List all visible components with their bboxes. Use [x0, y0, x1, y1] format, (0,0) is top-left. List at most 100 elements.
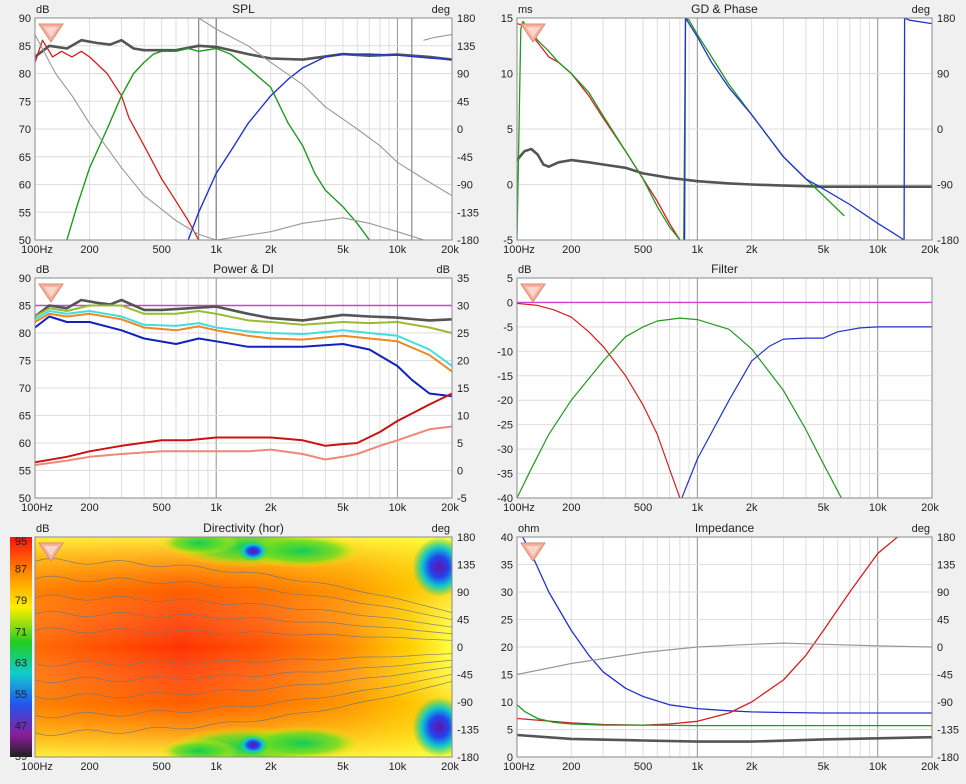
series-line-3	[683, 18, 845, 240]
y-tick-label: 5	[507, 124, 513, 136]
x-tick-label: 20k	[441, 502, 459, 514]
y-tick-label: 60	[19, 180, 31, 192]
brand-logo-icon-inner	[44, 546, 58, 556]
series-line-2	[517, 20, 681, 240]
x-tick-label: 2k	[265, 244, 277, 256]
y2-axis-unit: deg	[912, 4, 930, 16]
series-line-2	[66, 47, 371, 240]
y2-tick-label: -135	[457, 725, 479, 737]
y2-tick-label: 135	[937, 560, 955, 572]
y2-tick-label: 135	[457, 560, 475, 572]
y2-tick-label: -180	[457, 235, 479, 247]
x-tick-label: 500	[152, 502, 170, 514]
plot-area	[517, 278, 932, 498]
y2-tick-label: -45	[457, 152, 473, 164]
y-tick-label: -25	[497, 420, 513, 432]
series-line-3	[187, 53, 452, 240]
x-tick-label: 1k	[692, 761, 704, 773]
y-tick-label: 10	[501, 69, 513, 81]
y-axis-unit: dB	[518, 264, 531, 276]
heatmap-null	[412, 697, 452, 757]
y2-tick-label: 90	[457, 69, 469, 81]
x-tick-label: 200	[562, 502, 580, 514]
series-line-5	[198, 18, 452, 197]
series-line-0	[517, 147, 932, 188]
series-line-6	[423, 34, 452, 41]
y2-axis-unit: deg	[912, 523, 930, 535]
series-line-1	[35, 298, 452, 322]
chart-title: SPL	[232, 2, 255, 16]
heatmap-area	[35, 537, 452, 757]
x-tick-label: 100Hz	[21, 761, 53, 773]
x-tick-label: 2k	[746, 244, 758, 256]
x-tick-label: 500	[152, 244, 170, 256]
y2-tick-label: -135	[457, 207, 479, 219]
x-tick-label: 20k	[441, 761, 459, 773]
heatmap-lobe	[158, 739, 239, 757]
x-tick-label: 100Hz	[503, 502, 535, 514]
series-line-7	[35, 425, 452, 466]
y2-tick-label: 10	[457, 411, 469, 423]
x-tick-label: 5k	[337, 244, 349, 256]
y2-tick-label: -90	[457, 180, 473, 192]
colorbar-tick-label: 87	[15, 563, 27, 575]
y2-tick-label: 30	[457, 301, 469, 313]
y2-tick-label: 15	[457, 383, 469, 395]
heatmap-contour	[35, 666, 452, 700]
y2-axis-unit: dB	[437, 264, 450, 276]
y2-tick-label: 0	[457, 124, 463, 136]
chart-title: Filter	[711, 262, 738, 276]
y-tick-label: 35	[501, 560, 513, 572]
colorbar-scale	[10, 537, 32, 757]
y2-tick-label: -90	[937, 180, 953, 192]
y2-tick-label: -5	[457, 493, 467, 505]
x-tick-label: 1k	[210, 502, 222, 514]
y-axis-unit: dB	[36, 523, 49, 535]
heatmap-vertical-falloff	[35, 537, 452, 757]
x-tick-label: 200	[80, 502, 98, 514]
y-tick-label: 85	[19, 301, 31, 313]
heatmap-contour	[35, 653, 452, 667]
heatmap-null	[238, 735, 269, 755]
heatmap-contour	[35, 594, 452, 628]
y2-tick-label: 35	[457, 273, 469, 285]
y-tick-label: 15	[501, 670, 513, 682]
y2-tick-label: 180	[937, 13, 955, 25]
x-tick-label: 5k	[818, 761, 830, 773]
y-axis-unit: dB	[36, 4, 49, 16]
x-tick-label: 200	[562, 244, 580, 256]
y2-tick-label: -135	[937, 725, 959, 737]
y-tick-label: -5	[503, 235, 513, 247]
y2-tick-label: -45	[937, 670, 953, 682]
y-tick-label: -5	[503, 322, 513, 334]
y-tick-label: -35	[497, 469, 513, 481]
chart-2: Power & DI dB dB 50 55 60 65 70 75 80 85 90 -5 0 5 10 15…	[19, 262, 470, 514]
series-group	[517, 301, 932, 498]
plot-frame	[34, 277, 453, 499]
brand-logo-icon-inner	[44, 287, 58, 297]
y2-tick-label: 180	[457, 532, 475, 544]
y-tick-label: 65	[19, 411, 31, 423]
y2-tick-label: 45	[457, 96, 469, 108]
y-tick-label: 55	[19, 207, 31, 219]
x-tick-label: 500	[634, 502, 652, 514]
x-tick-label: 500	[152, 761, 170, 773]
y-tick-label: 70	[19, 124, 31, 136]
y-tick-label: 90	[19, 273, 31, 285]
y-tick-label: -10	[497, 346, 513, 358]
brand-logo-icon-inner	[526, 546, 540, 556]
chart-title: Power & DI	[213, 262, 274, 276]
heatmap-contour	[35, 659, 452, 684]
y2-tick-label: -90	[937, 697, 953, 709]
x-tick-label: 5k	[818, 502, 830, 514]
y-tick-label: 0	[507, 180, 513, 192]
series-line-2	[35, 304, 452, 334]
y-tick-label: -20	[497, 395, 513, 407]
series-line-1	[35, 39, 200, 240]
x-tick-label: 10k	[869, 244, 887, 256]
y-tick-label: 70	[19, 383, 31, 395]
colorbar: 39 47 55 63 71 79 87 95	[10, 536, 32, 763]
y-tick-label: 0	[507, 297, 513, 309]
y-tick-label: 60	[19, 438, 31, 450]
chart-3: Filter dB -40 -35 -30 -25 -20 -15 -10 -5 0 5 100Hz 20…	[497, 262, 939, 514]
